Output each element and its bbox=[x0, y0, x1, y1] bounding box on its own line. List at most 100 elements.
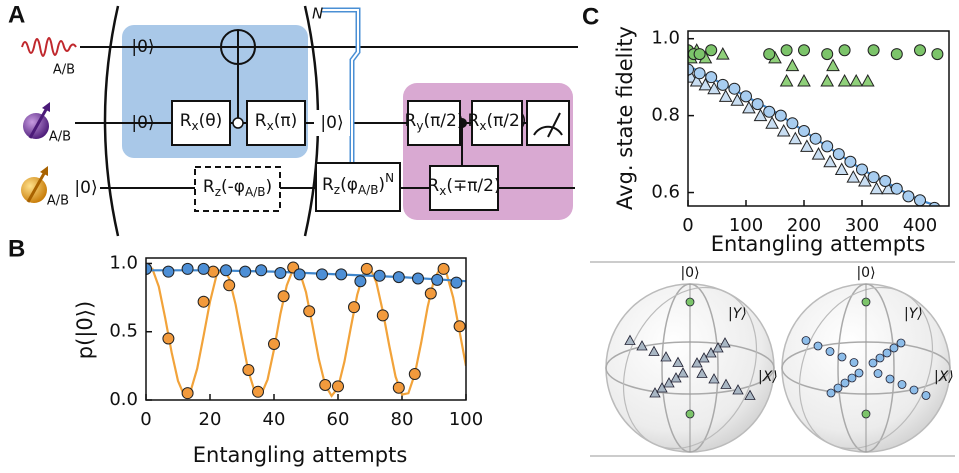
bloch-label: |Y⟩ bbox=[728, 306, 747, 322]
panel-label: C bbox=[582, 3, 599, 30]
bloch-label: |0⟩ bbox=[680, 265, 699, 281]
data-point bbox=[316, 268, 328, 281]
data-point bbox=[869, 181, 884, 195]
gate-label: Ry(π/2) bbox=[405, 111, 464, 133]
plot-frame bbox=[687, 30, 950, 207]
gate-text: (θ) bbox=[199, 111, 223, 131]
bloch-point bbox=[825, 347, 835, 356]
data-point bbox=[242, 363, 255, 376]
gate-label: Rz(φA/B)N bbox=[322, 171, 394, 197]
bloch-point bbox=[744, 389, 756, 400]
x-axis-label: Entangling attempts bbox=[711, 232, 926, 256]
gate-text: x bbox=[439, 184, 446, 198]
bloch-point bbox=[660, 351, 672, 362]
data-point bbox=[431, 273, 444, 286]
feedback-line bbox=[322, 9, 359, 163]
bloch-point bbox=[896, 338, 906, 348]
data-point bbox=[788, 131, 803, 145]
data-point bbox=[693, 67, 706, 80]
data-point bbox=[376, 309, 389, 322]
data-point bbox=[274, 267, 287, 280]
bloch-label: |X⟩ bbox=[758, 369, 778, 385]
data-point bbox=[252, 385, 264, 398]
bloch-point bbox=[889, 343, 899, 353]
bloch-point bbox=[861, 409, 871, 419]
data-point bbox=[753, 108, 768, 122]
plot-area bbox=[688, 43, 944, 206]
data-point bbox=[742, 100, 756, 114]
data-point bbox=[360, 262, 373, 275]
data-point bbox=[303, 305, 316, 318]
state-bg bbox=[314, 110, 350, 136]
data-point bbox=[718, 89, 733, 102]
x-axis-label: Entangling attempts bbox=[193, 443, 408, 467]
gate-text: x bbox=[479, 119, 486, 133]
data-point bbox=[928, 201, 941, 206]
x-tick-label: 300 bbox=[845, 215, 879, 236]
bloch-point bbox=[677, 367, 689, 378]
data-point bbox=[765, 116, 779, 129]
y-tick-label: 0.0 bbox=[109, 389, 138, 410]
data-point bbox=[797, 73, 811, 87]
bloch-point bbox=[861, 297, 871, 307]
x-tick-label: 200 bbox=[787, 215, 821, 236]
gate-text: A/B bbox=[245, 185, 265, 199]
state-label: |0⟩ bbox=[74, 178, 97, 198]
data-point bbox=[707, 81, 721, 95]
x-tick-label: 80 bbox=[391, 409, 414, 430]
data-point bbox=[774, 109, 787, 122]
bloch-point bbox=[696, 367, 708, 378]
bracket bbox=[103, 5, 120, 237]
data-point bbox=[823, 154, 837, 168]
x-tick-label: 400 bbox=[903, 215, 937, 236]
gate-text: (π) bbox=[274, 111, 298, 131]
data-point bbox=[837, 73, 852, 87]
data-point bbox=[146, 262, 152, 275]
bloch-point bbox=[732, 384, 744, 395]
gate-text: R bbox=[468, 111, 480, 131]
bloch-point bbox=[849, 358, 859, 367]
data-point bbox=[780, 44, 793, 57]
gate-text: N bbox=[385, 171, 394, 185]
data-point bbox=[716, 78, 729, 91]
bloch-point bbox=[705, 347, 717, 358]
bloch-point bbox=[648, 345, 660, 356]
data-point bbox=[373, 269, 386, 282]
bloch-point bbox=[875, 353, 885, 363]
gate-box bbox=[171, 100, 231, 146]
data-point bbox=[688, 63, 694, 76]
data-point bbox=[902, 190, 915, 203]
control-open bbox=[232, 117, 244, 129]
bloch-point bbox=[719, 337, 731, 348]
spin-icon bbox=[26, 169, 48, 203]
meter bbox=[547, 112, 561, 138]
bloch-point bbox=[837, 352, 847, 362]
bloch-point bbox=[624, 334, 636, 345]
bloch-point bbox=[885, 374, 895, 384]
gate-text: R bbox=[180, 111, 192, 131]
data-point bbox=[730, 93, 745, 106]
data-point bbox=[844, 155, 857, 168]
x-tick-label: 40 bbox=[263, 409, 286, 430]
data-point bbox=[698, 77, 713, 91]
state-label: |0⟩ bbox=[131, 113, 154, 133]
measurement bbox=[526, 100, 570, 146]
gate-box bbox=[246, 100, 306, 146]
gate-text: R bbox=[203, 177, 215, 197]
bloch-point bbox=[670, 372, 682, 383]
data-point bbox=[223, 279, 236, 292]
data-point bbox=[821, 48, 834, 61]
data-point bbox=[914, 194, 926, 206]
gate-text: y bbox=[416, 119, 423, 133]
bloch-point bbox=[712, 342, 724, 353]
data-point bbox=[412, 272, 424, 285]
data-point bbox=[392, 381, 405, 394]
data-point bbox=[821, 140, 834, 153]
bloch-label: |0⟩ bbox=[856, 265, 875, 281]
gate-text: z bbox=[334, 183, 340, 197]
y-tick-label: 0.6 bbox=[651, 182, 680, 203]
bloch-point bbox=[685, 297, 695, 307]
gate-box bbox=[429, 165, 499, 211]
panel-label: B bbox=[8, 235, 25, 262]
